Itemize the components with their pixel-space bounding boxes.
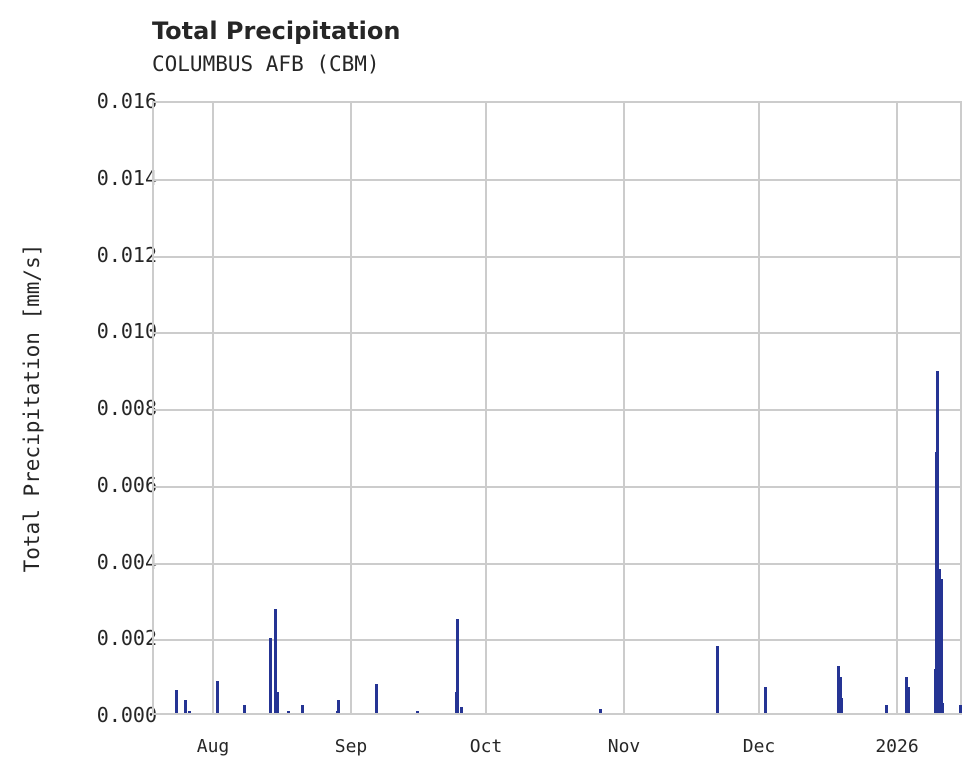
precip-bar [716,645,719,713]
y-tick-label: 0.006 [96,472,157,497]
y-tick-label: 0.016 [96,89,157,113]
precip-bar [959,705,962,713]
chart-subtitle: COLUMBUS AFB (CBM) [152,52,380,76]
precip-bar [175,689,178,713]
plot-area [152,101,962,715]
x-tick-label: 2026 [875,736,919,757]
precip-bar [416,711,419,713]
y-tick-label: 0.002 [96,626,157,651]
precip-bar [599,709,602,713]
x-tick-label: Nov [607,736,641,757]
precip-bar [269,638,272,713]
x-tick-label: Dec [742,736,776,757]
chart-title: Total Precipitation [152,17,401,45]
h-gridline [154,409,960,411]
precip-bar [301,705,304,713]
y-tick-label: 0.010 [96,319,157,344]
precip-bar [839,676,842,713]
precip-bar [184,699,187,713]
precip-bar [375,684,378,713]
precip-bar [287,711,290,713]
y-tick-label: 0.004 [96,549,157,574]
v-gridline [212,103,214,713]
precip-bar [837,665,840,713]
v-gridline [485,103,487,713]
precip-bar [936,371,939,713]
v-gridline [350,103,352,713]
y-tick-label: 0.008 [96,396,157,420]
precip-bar [940,578,943,713]
h-gridline [154,255,960,258]
h-gridline [154,485,960,488]
y-tick-label: 0.014 [96,165,157,190]
precip-bar [337,699,340,713]
precip-bar [243,705,246,713]
v-gridline [623,103,625,713]
precip-bar [274,609,277,713]
precip-bar [885,705,888,713]
h-gridline [154,178,960,181]
v-gridline [896,103,898,713]
precip-bar [460,707,463,713]
precip-bar [456,618,459,713]
h-gridline [154,562,960,565]
v-gridline [758,103,760,713]
y-tick-label: 0.000 [96,703,157,727]
precip-bar [188,711,191,713]
precip-bar [840,697,843,713]
precip-bar [941,703,944,713]
y-axis-label: Total Precipitation [mm/s] [20,243,44,573]
x-tick-label: Aug [196,736,230,757]
h-gridline [154,639,960,642]
x-tick-label: Oct [469,736,503,757]
precip-bar [216,681,219,713]
precip-bar [905,676,908,713]
precip-bar [276,691,279,713]
h-gridline [154,332,960,335]
precip-bar [907,686,910,713]
y-tick-label: 0.012 [96,242,157,267]
precip-bar [764,686,767,713]
precip-bar [938,569,941,713]
x-tick-label: Sep [334,736,368,757]
